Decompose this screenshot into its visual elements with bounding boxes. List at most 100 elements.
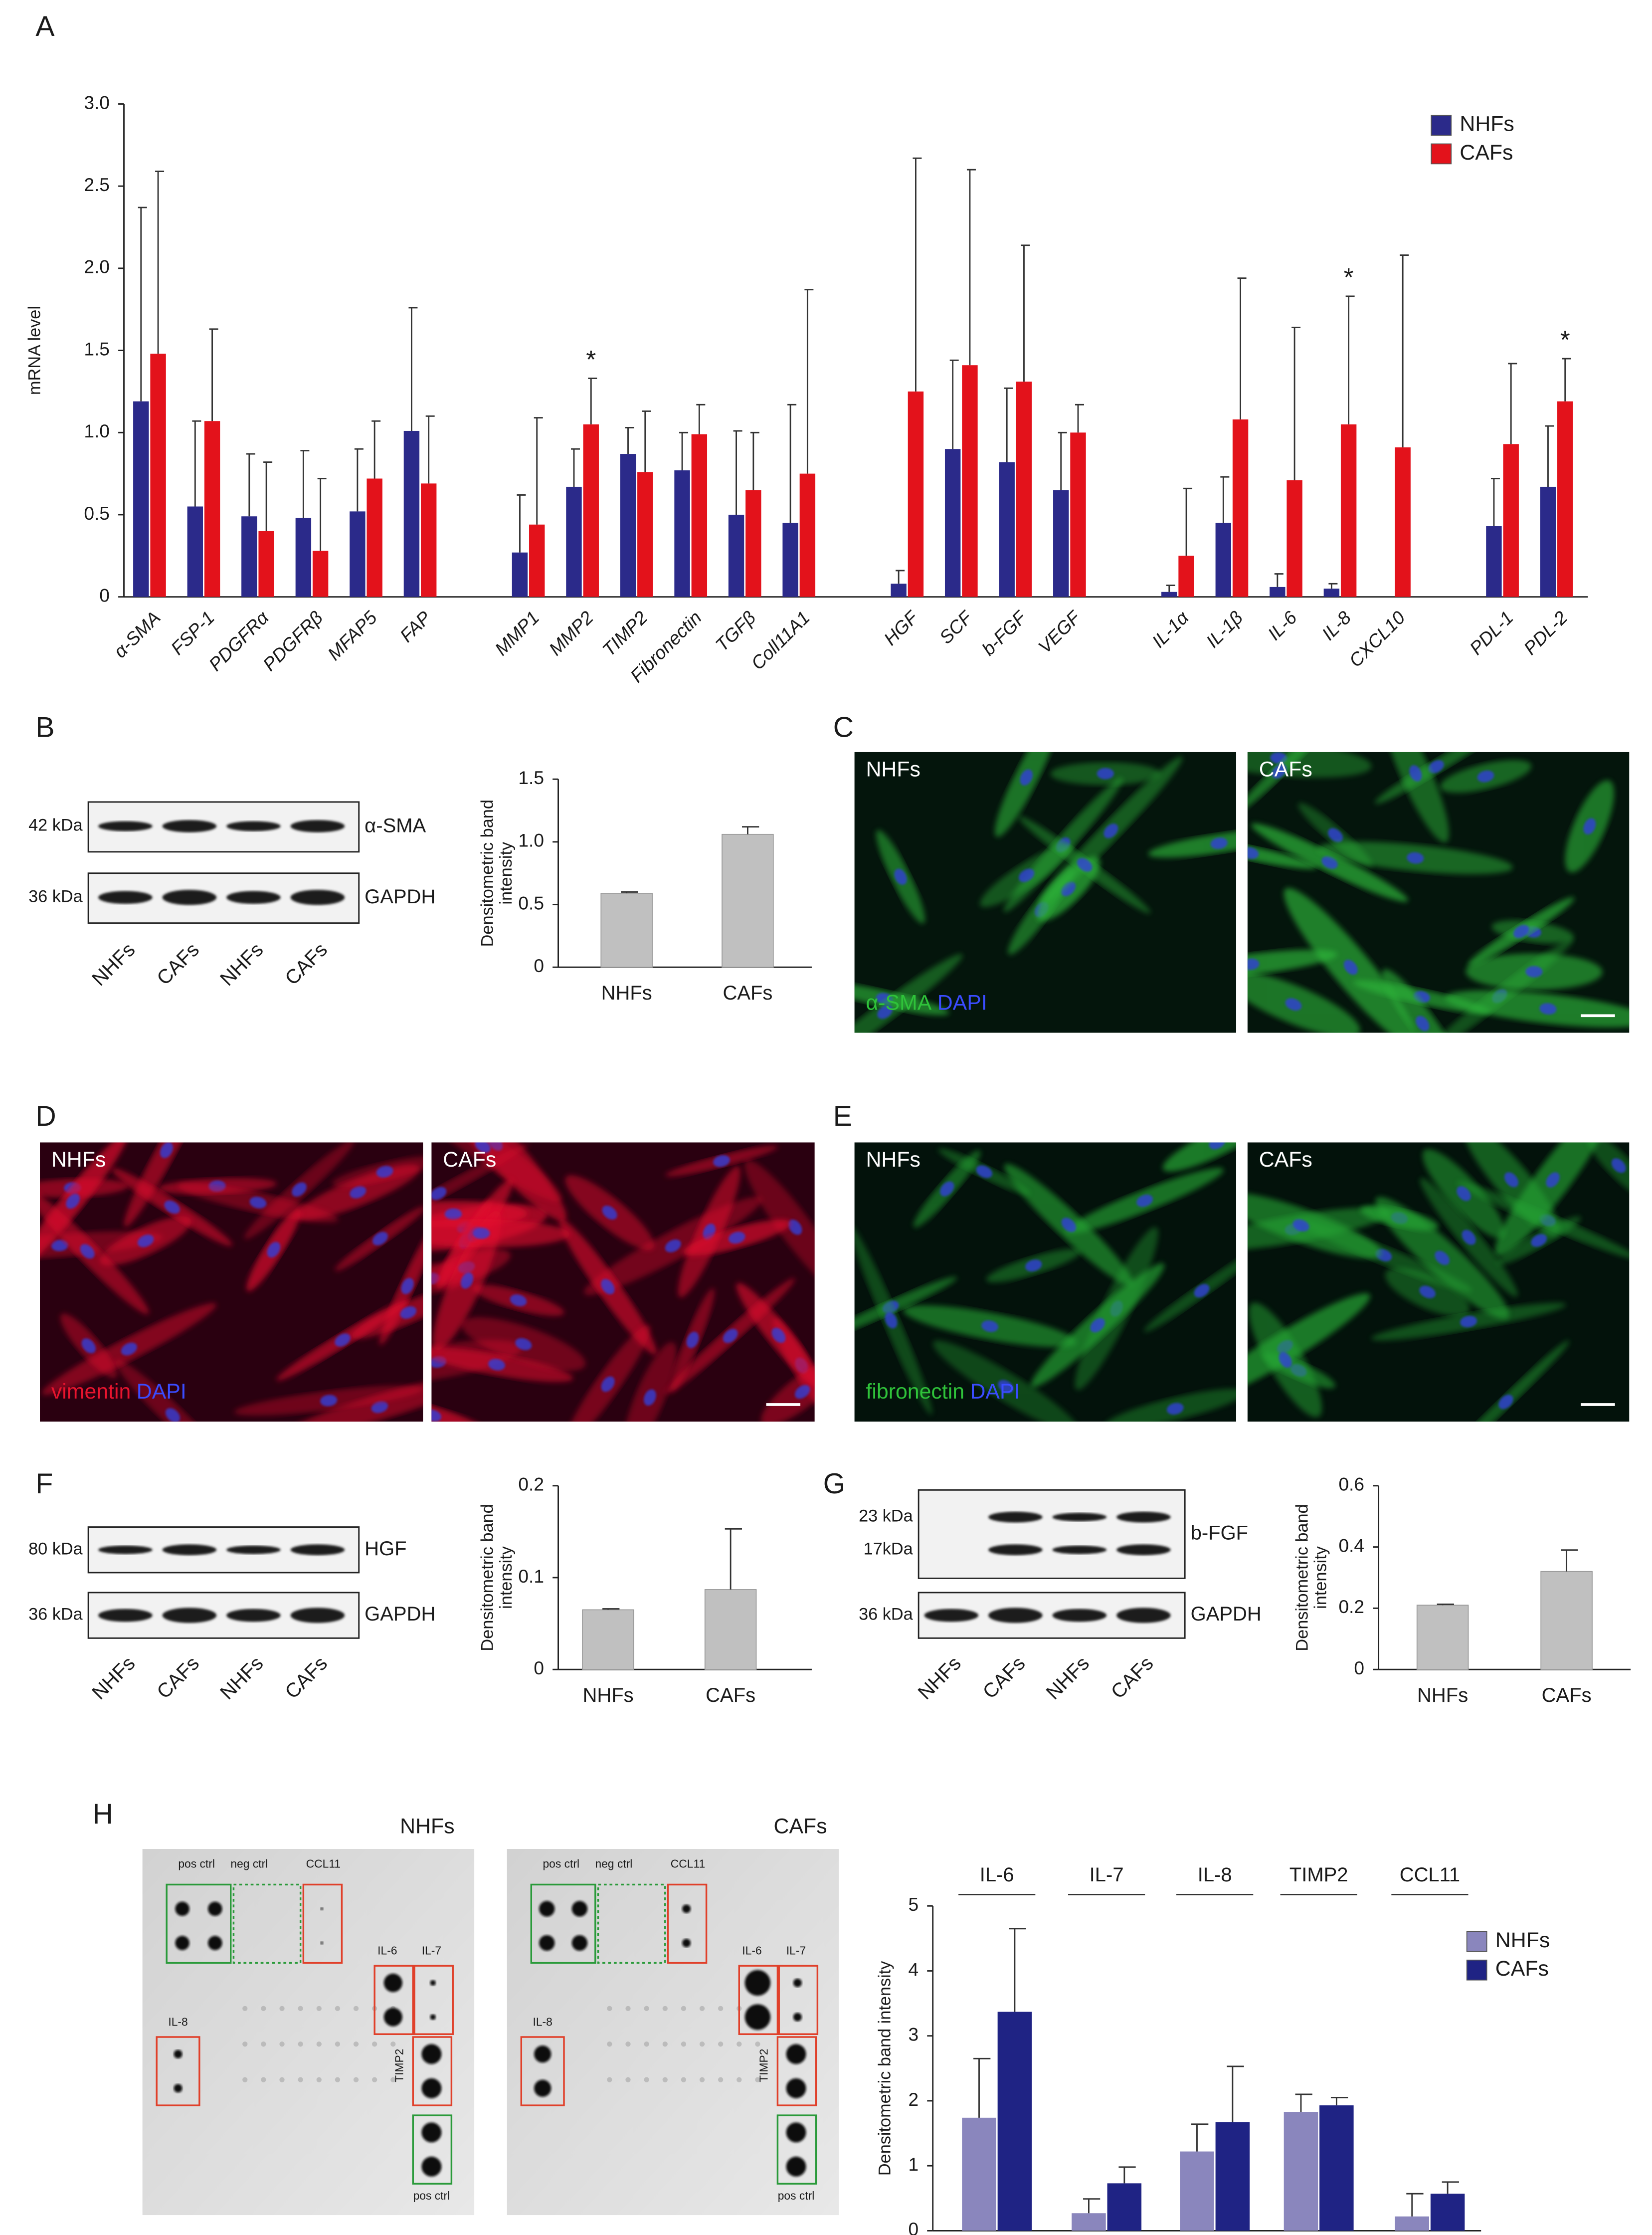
- x-tick-label: b-FGF: [978, 606, 1031, 659]
- micrograph-cells: [854, 1142, 1237, 1422]
- array-spot: [175, 1936, 189, 1950]
- panel-letter: B: [35, 711, 54, 743]
- x-tick-label: α-SMA: [109, 607, 164, 662]
- background-spot: [755, 2077, 760, 2082]
- array-label: IL-7: [786, 1944, 806, 1957]
- bar: [944, 449, 961, 597]
- bar: [133, 401, 149, 597]
- micrograph-cells: [40, 1142, 423, 1422]
- blot-band: [1116, 1544, 1171, 1556]
- bar: [908, 391, 924, 597]
- nucleus: [137, 1234, 154, 1247]
- x-tick-label: NHFs: [582, 1684, 633, 1706]
- lane-label: NHFs: [88, 939, 139, 990]
- nucleus: [431, 1187, 447, 1200]
- nucleus: [885, 1312, 898, 1329]
- x-tick-label: CAFs: [1542, 1684, 1592, 1706]
- nucleus: [1018, 868, 1035, 882]
- y-tick-label: 1.5: [518, 767, 544, 788]
- array-spot: [175, 1901, 189, 1916]
- background-spot: [316, 2077, 322, 2082]
- lane-label: CAFs: [1107, 1652, 1158, 1703]
- micrograph-cells: [431, 1142, 815, 1422]
- array-label: pos ctrl: [543, 1857, 579, 1870]
- nucleus: [1477, 770, 1494, 783]
- bar: [1270, 587, 1285, 597]
- nucleus: [1409, 765, 1422, 782]
- lane-label: CAFs: [281, 939, 332, 990]
- nucleus: [292, 1182, 307, 1197]
- y-tick-label: 2.0: [84, 256, 110, 277]
- array-label: pos ctrl: [413, 2189, 450, 2202]
- x-tick-label: MMP1: [491, 607, 544, 660]
- array-spot: [539, 1901, 555, 1917]
- bar: [999, 462, 1015, 597]
- blot-band: [162, 1608, 217, 1623]
- y-axis-label: intensity: [497, 1546, 516, 1609]
- nucleus: [80, 1244, 95, 1259]
- y-tick-label: 1: [908, 2154, 918, 2175]
- array-label: IL-6: [377, 1944, 397, 1957]
- nucleus: [1462, 1229, 1476, 1245]
- bar: [1107, 2183, 1142, 2231]
- background-spot: [736, 2077, 742, 2082]
- category-label: IL-6: [980, 1864, 1014, 1886]
- image-label: CAFs: [1259, 1148, 1312, 1172]
- bar: [1503, 444, 1519, 597]
- blot-band: [162, 890, 217, 905]
- background-spot: [279, 2006, 285, 2012]
- micrograph-cells: [854, 752, 1237, 1033]
- blot-band: [1116, 1608, 1171, 1623]
- protein-label: HGF: [365, 1538, 406, 1560]
- x-tick-label: PDL-2: [1519, 607, 1571, 658]
- stain-name: vimentin: [51, 1380, 131, 1404]
- bar: [295, 518, 312, 597]
- blot-band: [1052, 1513, 1107, 1522]
- array-spot: [571, 1901, 588, 1917]
- background-spot: [261, 2041, 266, 2047]
- bar: [1395, 2216, 1429, 2231]
- panel-letter: G: [823, 1468, 845, 1500]
- bar: [150, 354, 166, 597]
- array-label: CCL11: [671, 1857, 705, 1870]
- background-spot: [353, 2077, 359, 2082]
- blot-band: [226, 821, 281, 831]
- nucleus: [1209, 1142, 1225, 1150]
- y-tick-label: 0: [1354, 1657, 1364, 1678]
- micrograph-cells: [1247, 752, 1630, 1033]
- kda-label: 36 kDa: [859, 1605, 914, 1624]
- nucleus: [981, 1320, 999, 1332]
- x-tick-label: CAFs: [706, 1684, 755, 1706]
- blot-band: [1116, 1511, 1171, 1523]
- lane-label: NHFs: [216, 1652, 267, 1704]
- blot-band: [162, 1544, 217, 1556]
- bar: [1323, 589, 1340, 597]
- background-spot: [755, 2041, 760, 2047]
- y-axis-label: Densitometric band: [478, 800, 497, 947]
- array-label: neg ctrl: [595, 1857, 633, 1870]
- array-spot: [786, 2122, 806, 2143]
- image-label: NHFs: [51, 1148, 106, 1172]
- array-spot: [421, 2044, 442, 2064]
- bar: [891, 584, 907, 597]
- nucleus: [488, 1359, 506, 1371]
- blot-band: [290, 820, 345, 832]
- kda-label: 36 kDa: [28, 1605, 83, 1624]
- legend-swatch: [1466, 1931, 1487, 1952]
- micrograph-cells: [1247, 1142, 1630, 1422]
- array-label: pos ctrl: [178, 1857, 215, 1870]
- background-spot: [298, 2006, 303, 2012]
- y-tick-label: 3.0: [84, 92, 110, 113]
- array-box: [667, 1883, 708, 1964]
- nucleus: [894, 868, 907, 885]
- nucleus: [400, 1306, 417, 1319]
- nucleus: [160, 1142, 173, 1158]
- array-spot: [793, 2013, 802, 2022]
- nucleus: [350, 1186, 367, 1199]
- bar: [187, 506, 203, 597]
- array-spot: [421, 2122, 442, 2143]
- bar: [600, 893, 653, 968]
- nucleus: [51, 1239, 68, 1251]
- array-label: IL-8: [168, 2015, 187, 2028]
- nucleus: [1292, 1219, 1309, 1231]
